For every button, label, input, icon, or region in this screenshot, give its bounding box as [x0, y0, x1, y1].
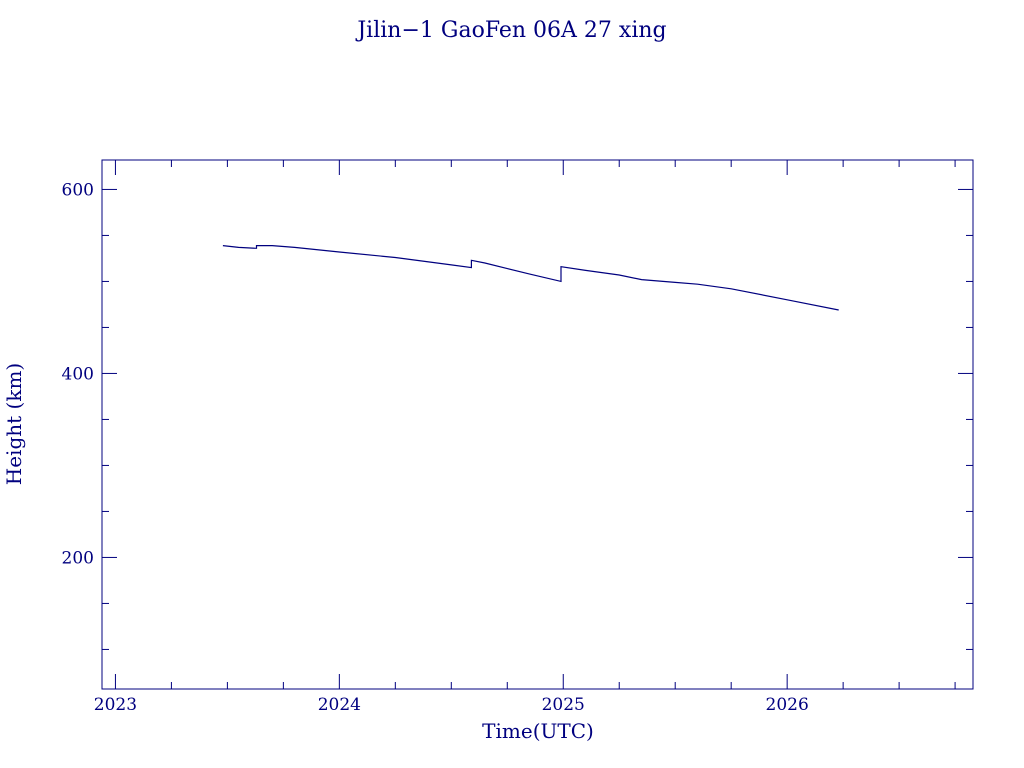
chart-title: Jilin−1 GaoFen 06A 27 xing	[355, 18, 666, 43]
tick-labels: 2023 2024 2025 2026 200 400 600	[62, 180, 809, 715]
y-tick-label: 600	[62, 180, 94, 200]
x-tick-label: 2025	[542, 695, 585, 715]
y-tick-label: 400	[62, 364, 94, 384]
series-layer	[222, 245, 839, 311]
y-tick-label: 200	[62, 548, 94, 568]
x-tick-label: 2023	[94, 695, 137, 715]
series-line-0	[222, 245, 839, 311]
x-axis-label: Time(UTC)	[482, 719, 594, 743]
axis-ticks	[102, 160, 973, 689]
plot-frame	[101, 159, 974, 690]
y-axis-label: Height (km)	[2, 363, 26, 485]
x-tick-label: 2026	[766, 695, 809, 715]
x-tick-label: 2024	[318, 695, 361, 715]
